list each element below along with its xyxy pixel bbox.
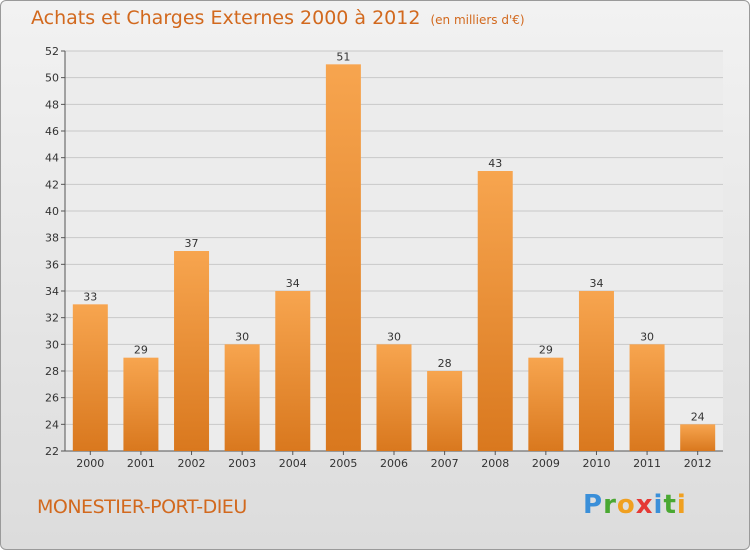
y-tick-label: 34 [45,285,59,298]
y-tick-label: 46 [45,125,59,138]
data-label: 30 [387,330,401,343]
y-tick-label: 28 [45,365,59,378]
data-label: 33 [83,290,97,303]
logo-letter: i [653,490,664,520]
chart-unit: (en milliers d'€) [430,13,525,27]
y-tick-label: 48 [45,98,59,111]
proxiti-logo: Proxiti [583,490,687,520]
logo-letter: P [583,490,604,520]
x-tick-label: 2002 [178,457,206,470]
x-tick-label: 2009 [532,457,560,470]
y-tick-label: 30 [45,338,59,351]
data-label: 24 [691,410,705,423]
y-tick-label: 44 [45,152,59,165]
x-tick-label: 2007 [431,457,459,470]
y-tick-label: 36 [45,258,59,271]
y-tick-label: 24 [45,418,59,431]
bar [123,357,159,451]
bar [680,424,716,451]
bar [174,251,210,451]
data-label: 51 [336,50,350,63]
logo-letter: o [616,490,636,520]
y-tick-label: 38 [45,232,59,245]
x-tick-label: 2004 [279,457,307,470]
bar [224,344,260,451]
bar [275,291,311,451]
data-label: 29 [134,344,148,357]
y-tick-label: 26 [45,392,59,405]
bar [427,371,463,451]
data-label: 28 [438,357,452,370]
data-label: 29 [539,344,553,357]
x-tick-label: 2010 [582,457,610,470]
data-label: 30 [640,330,654,343]
logo-letter: t [663,490,677,520]
bar [528,357,564,451]
logo-letter: x [635,490,654,520]
x-tick-label: 2008 [481,457,509,470]
bar [376,344,412,451]
bar [477,171,513,451]
data-label: 34 [286,277,300,290]
x-tick-label: 2011 [633,457,661,470]
bar [578,291,614,451]
data-label: 43 [488,157,502,170]
y-tick-label: 52 [45,45,59,58]
x-tick-label: 2012 [684,457,712,470]
x-tick-label: 2000 [76,457,104,470]
bar [72,304,108,451]
chart-title: Achats et Charges Externes 2000 à 2012 (e… [31,7,525,29]
logo-letter: r [603,490,617,520]
logo-letter: i [676,490,687,520]
x-tick-label: 2005 [329,457,357,470]
y-tick-label: 42 [45,178,59,191]
bar [629,344,665,451]
data-label: 30 [235,330,249,343]
commune-name: MONESTIER-PORT-DIEU [37,496,247,518]
x-tick-label: 2001 [127,457,155,470]
data-label: 37 [185,237,199,250]
y-tick-label: 32 [45,312,59,325]
y-tick-label: 22 [45,445,59,458]
chart-title-text: Achats et Charges Externes 2000 à 2012 [31,7,421,29]
y-tick-label: 50 [45,72,59,85]
y-tick-label: 40 [45,205,59,218]
x-tick-label: 2003 [228,457,256,470]
data-label: 34 [589,277,603,290]
bar [325,64,361,452]
x-tick-label: 2006 [380,457,408,470]
